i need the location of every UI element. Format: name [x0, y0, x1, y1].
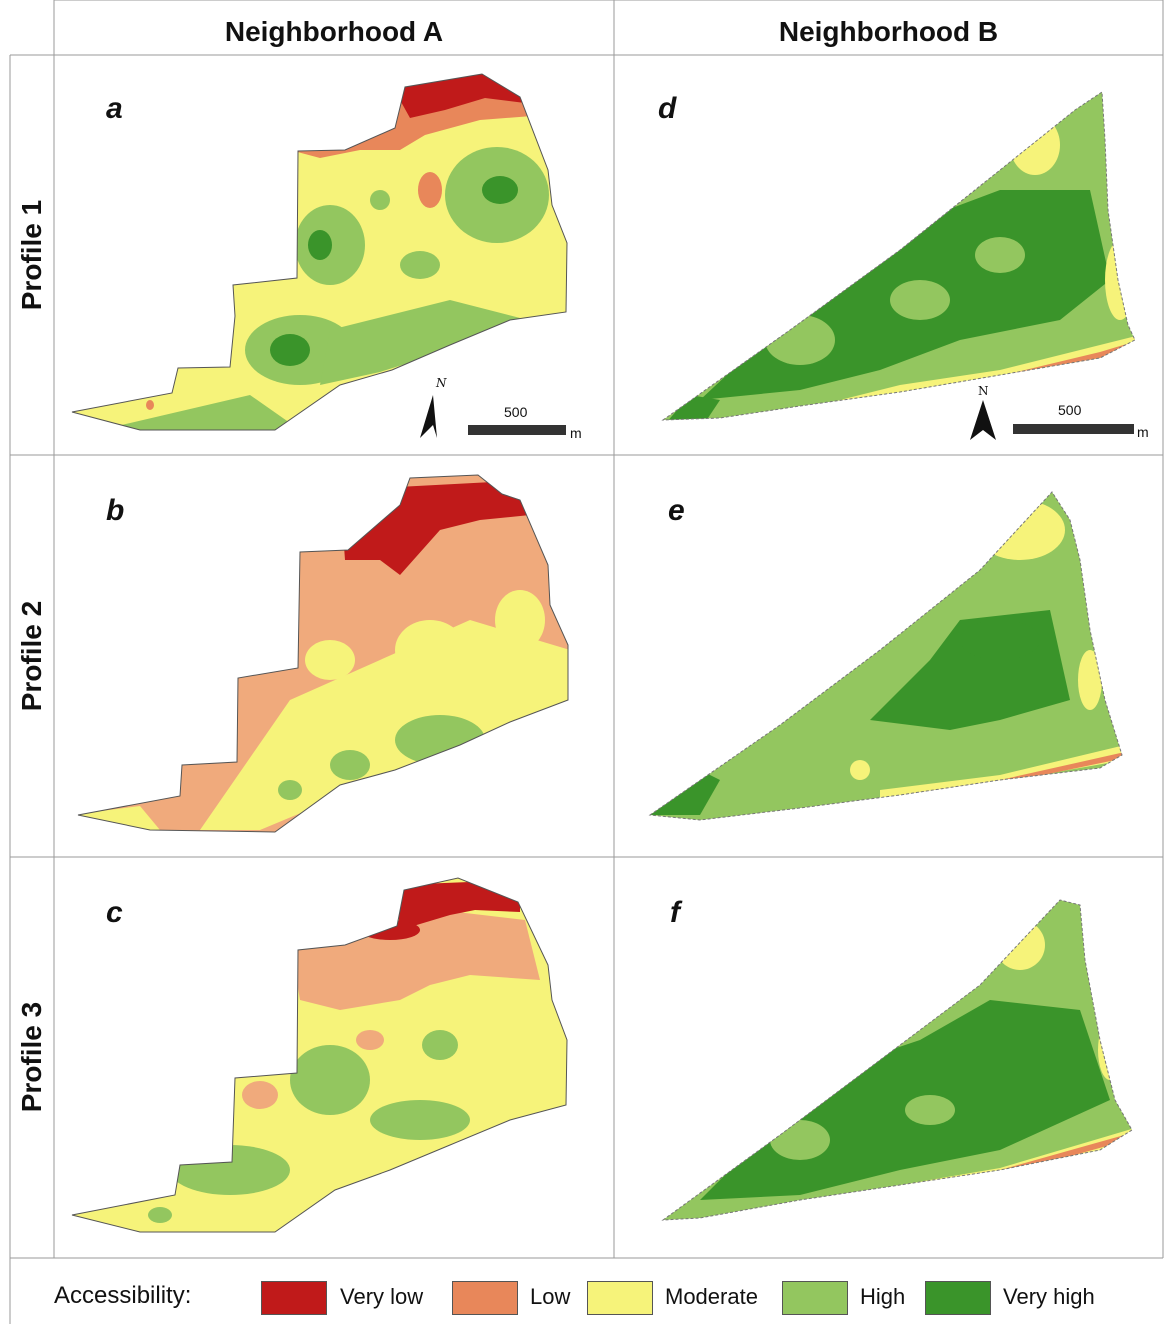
panel-letter-c: c [106, 896, 123, 929]
north-label: N [436, 376, 447, 390]
map-b [77, 474, 569, 833]
scale-bar-unit: m [570, 425, 582, 441]
scale-bar [1013, 424, 1134, 434]
legend-swatch-moderate [587, 1281, 653, 1315]
row-title-profile-1: Profile 1 [16, 199, 47, 311]
map-e [648, 491, 1123, 821]
legend-label-very-low: Very low [340, 1284, 424, 1309]
north-arrow-icon [420, 395, 437, 438]
legend-label-high: High [860, 1284, 906, 1309]
legend-title: Accessibility: [54, 1282, 192, 1309]
legend-swatch-very-high [925, 1281, 991, 1315]
north-arrow-icon [970, 400, 996, 440]
panel-letter-d: d [658, 92, 677, 125]
scale-bar-value: 500 [1058, 402, 1082, 418]
legend-swatch-low [452, 1281, 518, 1315]
map-a [71, 73, 568, 431]
legend-swatch-high [782, 1281, 848, 1315]
scale-bar-unit: m [1137, 424, 1149, 440]
panel-letter-a: a [106, 92, 123, 125]
north-label: N [978, 384, 989, 398]
panel-grid [9, 0, 1164, 1324]
legend-swatch-very-low [261, 1281, 327, 1315]
map-f [661, 899, 1133, 1221]
panel-letter-e: e [668, 494, 685, 527]
scale-bar-value: 500 [504, 404, 528, 420]
map-c [71, 877, 568, 1233]
row-title-profile-2: Profile 2 [16, 600, 47, 712]
legend-label-moderate: Moderate [665, 1284, 758, 1309]
panel-letter-f: f [670, 896, 680, 929]
row-title-profile-3: Profile 3 [16, 1001, 47, 1113]
column-title-neighborhood-a: Neighborhood A [224, 16, 444, 47]
column-title-neighborhood-b: Neighborhood B [778, 16, 999, 47]
scale-bar [468, 425, 566, 435]
legend-label-very-high: Very high [1003, 1284, 1095, 1309]
map-d [661, 91, 1136, 421]
legend-label-low: Low [530, 1284, 571, 1309]
panel-letter-b: b [106, 494, 125, 527]
